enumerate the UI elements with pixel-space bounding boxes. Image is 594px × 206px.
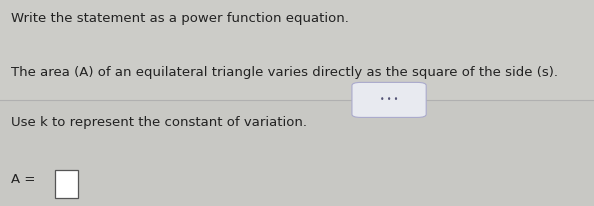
- Text: Use k to represent the constant of variation.: Use k to represent the constant of varia…: [11, 116, 307, 129]
- FancyBboxPatch shape: [352, 82, 426, 117]
- FancyBboxPatch shape: [55, 170, 78, 198]
- Text: Write the statement as a power function equation.: Write the statement as a power function …: [11, 12, 349, 25]
- Text: • • •: • • •: [380, 95, 398, 104]
- Text: A =: A =: [11, 173, 39, 186]
- Text: The area (A) of an equilateral triangle varies directly as the square of the sid: The area (A) of an equilateral triangle …: [11, 66, 558, 79]
- Bar: [0, 100, 594, 206]
- Bar: [0, 0, 594, 100]
